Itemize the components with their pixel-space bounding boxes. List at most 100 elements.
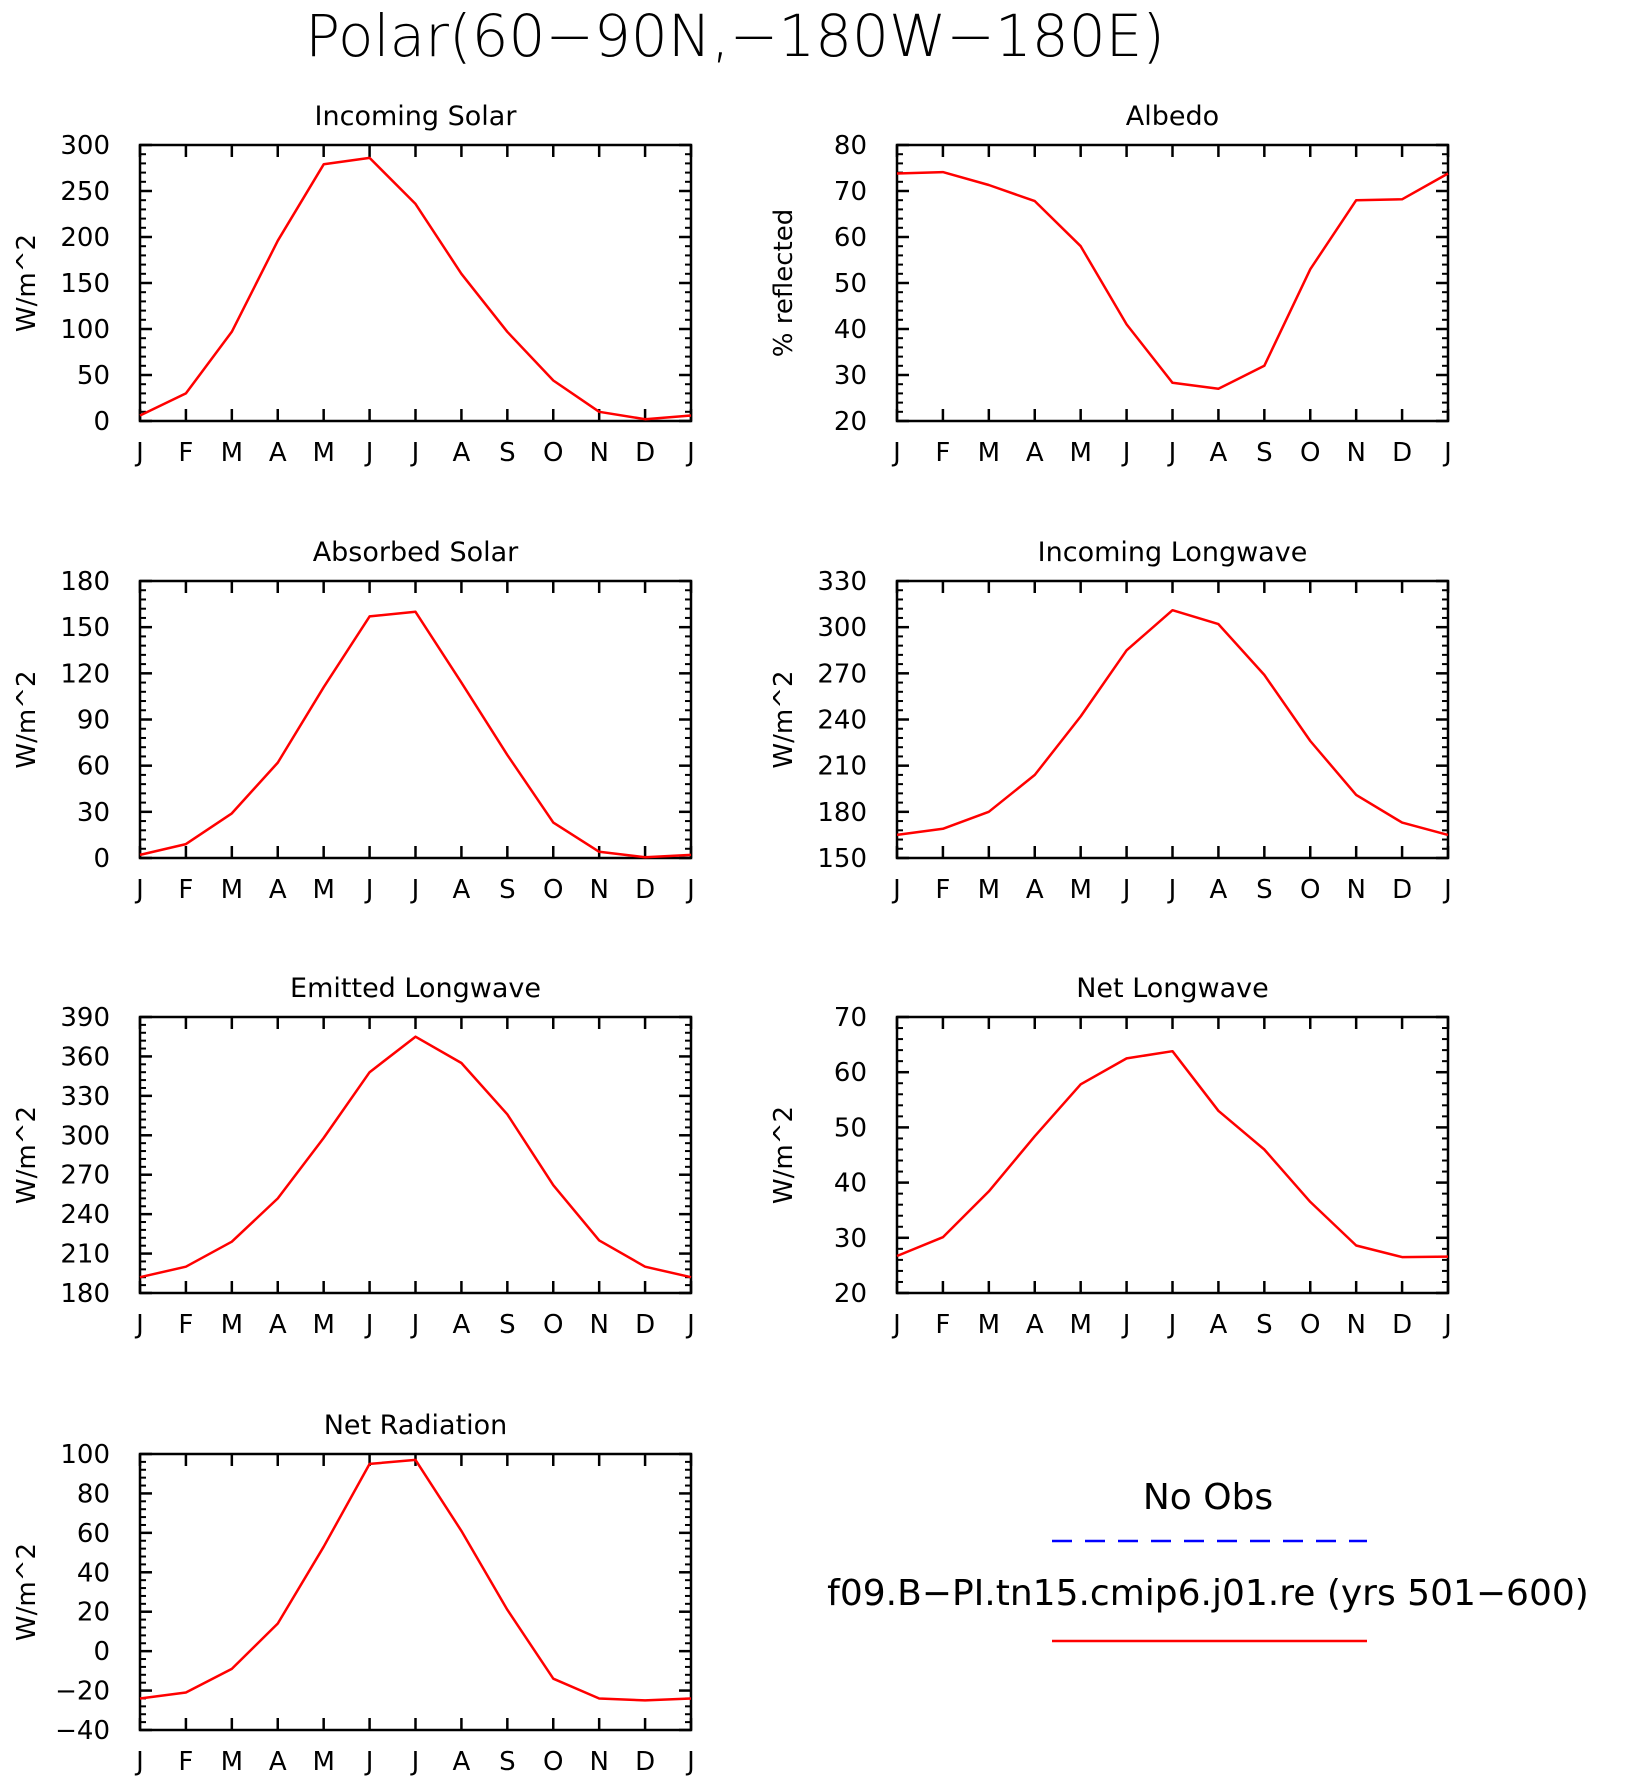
x-tick-label: M — [221, 1310, 243, 1340]
y-tick-label: 100 — [60, 1440, 110, 1470]
y-tick-label: 40 — [834, 315, 867, 345]
figure-title: Polar(60−90N,−180W−180E) — [305, 2, 1165, 70]
x-tick-label: N — [1346, 875, 1365, 905]
y-tick-label: −40 — [55, 1716, 110, 1746]
y-tick-label: 270 — [817, 659, 867, 689]
x-tick-label: F — [178, 875, 193, 905]
plot-frame — [138, 1452, 693, 1732]
y-tick-label: 330 — [60, 1082, 110, 1112]
x-tick-label: J — [891, 1310, 901, 1340]
y-tick-label: 330 — [817, 567, 867, 597]
x-tick-label: N — [589, 1310, 608, 1340]
y-tick-label: 60 — [77, 1519, 110, 1549]
legend: No Obs f09.B−PI.tn15.cmip6.j01.re (yrs 5… — [827, 1477, 1589, 1643]
series-line — [139, 1458, 692, 1702]
y-tick-label: 300 — [60, 131, 110, 161]
x-tick-label: J — [891, 875, 901, 905]
x-tick-label: N — [589, 438, 608, 468]
x-tick-label: J — [891, 438, 901, 468]
x-tick-label: J — [1167, 1310, 1177, 1340]
y-tick-label: 30 — [834, 1224, 867, 1254]
y-tick-label: 30 — [834, 361, 867, 391]
plot-frame — [895, 1015, 1450, 1295]
x-tick-label: J — [1442, 438, 1452, 468]
x-tick-label: N — [589, 1747, 608, 1777]
x-tick-label: A — [269, 875, 287, 905]
y-tick-label: 240 — [60, 1200, 110, 1230]
y-tick-label: 60 — [834, 1058, 867, 1088]
x-tick-label: J — [134, 1310, 144, 1340]
y-tick-label: 20 — [834, 1279, 867, 1309]
x-tick-label: F — [178, 1310, 193, 1340]
y-tick-label: 300 — [817, 613, 867, 643]
x-tick-label: M — [978, 875, 1000, 905]
chart-title: Absorbed Solar — [313, 537, 519, 568]
x-tick-label: M — [221, 438, 243, 468]
y-tick-label: 50 — [834, 1113, 867, 1143]
plot-frame — [138, 143, 693, 423]
y-tick-label: 40 — [77, 1558, 110, 1588]
x-tick-label: D — [1392, 875, 1412, 905]
x-tick-label: A — [1026, 875, 1044, 905]
y-tick-label: 30 — [77, 798, 110, 828]
x-tick-label: A — [1210, 438, 1228, 468]
x-tick-label: F — [935, 875, 950, 905]
x-tick-label: A — [269, 1310, 287, 1340]
chart-title: Albedo — [1126, 101, 1219, 132]
x-tick-label: D — [635, 438, 655, 468]
x-tick-label: F — [178, 438, 193, 468]
y-tick-label: 180 — [817, 798, 867, 828]
chart-title: Emitted Longwave — [290, 973, 541, 1004]
y-tick-label: 0 — [93, 1637, 110, 1667]
x-tick-label: D — [1392, 1310, 1412, 1340]
chart-panel-emitted-longwave: J F M A M J J A S O N D J180210240270300330360390Emi… — [12, 973, 695, 1340]
x-tick-label: M — [1069, 1310, 1091, 1340]
y-tick-label: 20 — [834, 407, 867, 437]
x-tick-label: S — [499, 1747, 516, 1777]
x-tick-label: J — [1167, 875, 1177, 905]
x-tick-label: O — [543, 1310, 563, 1340]
x-tick-label: M — [978, 438, 1000, 468]
x-tick-label: J — [410, 1310, 420, 1340]
chart-panel-incoming-solar: J F M A M J J A S O N D J050100150200250300Incoming … — [12, 101, 695, 468]
x-tick-label: J — [1442, 875, 1452, 905]
legend-model-label: f09.B−PI.tn15.cmip6.j01.re (yrs 501−600) — [827, 1573, 1589, 1614]
y-axis-label: W/m^2 — [769, 1106, 799, 1204]
y-tick-label: 60 — [77, 752, 110, 782]
y-axis-label: W/m^2 — [12, 1106, 42, 1204]
y-axis-label: % reflected — [769, 209, 799, 357]
x-tick-label: A — [453, 875, 471, 905]
x-tick-label: M — [312, 875, 334, 905]
x-tick-label: S — [1256, 875, 1273, 905]
x-tick-label: J — [410, 1747, 420, 1777]
x-tick-label: J — [1121, 438, 1131, 468]
y-tick-label: 0 — [93, 844, 110, 874]
x-tick-label: J — [1121, 1310, 1131, 1340]
x-tick-label: A — [453, 1310, 471, 1340]
chart-title: Net Radiation — [324, 1410, 508, 1441]
y-tick-label: 40 — [834, 1169, 867, 1199]
y-tick-label: 80 — [77, 1479, 110, 1509]
y-tick-label: 300 — [60, 1121, 110, 1151]
x-tick-label: O — [1300, 1310, 1320, 1340]
y-tick-label: 80 — [834, 131, 867, 161]
x-tick-label: J — [410, 875, 420, 905]
x-tick-label: S — [1256, 438, 1273, 468]
y-tick-label: 50 — [77, 361, 110, 391]
plot-frame — [895, 143, 1450, 423]
series-line — [896, 1049, 1449, 1259]
x-tick-label: J — [1167, 438, 1177, 468]
x-tick-label: O — [543, 875, 563, 905]
x-tick-label: J — [685, 1310, 695, 1340]
series-line — [139, 1035, 692, 1279]
x-tick-label: S — [499, 875, 516, 905]
chart-panel-incoming-longwave: J F M A M J J A S O N D J150180210240270300330Incomi… — [769, 537, 1452, 905]
x-tick-label: A — [453, 438, 471, 468]
y-axis-label: W/m^2 — [12, 234, 42, 332]
x-tick-label: J — [134, 875, 144, 905]
series-line — [139, 156, 692, 421]
x-tick-label: A — [269, 438, 287, 468]
series-line — [896, 170, 1449, 391]
y-tick-label: 50 — [834, 269, 867, 299]
